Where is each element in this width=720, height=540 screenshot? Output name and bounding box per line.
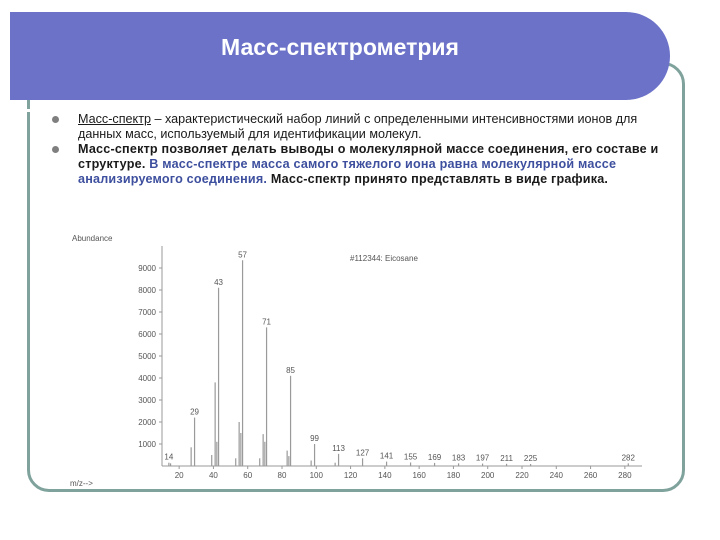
x-tick-label: 20 [175, 471, 184, 480]
y-tick-label: 3000 [138, 396, 156, 405]
peak-label: 127 [356, 448, 370, 457]
highlight-text: В масс-спектре масса самого тяжелого ион… [78, 157, 617, 186]
peak-label: 282 [622, 453, 636, 462]
y-tick-label: 1000 [138, 440, 156, 449]
bullet-conclusions: Масс-спектр позволяет делать выводы о мо… [52, 142, 672, 187]
peak-label: 113 [332, 444, 345, 453]
graph-note-text: Масс-спектр принято представлять в виде … [267, 172, 609, 186]
title-bar: Масс-спектрометрия [10, 12, 670, 112]
slide-title: Масс-спектрометрия [221, 34, 459, 60]
peak-label: 57 [238, 250, 247, 259]
term-mass-spectrum: Масс-спектр [78, 112, 151, 126]
peak-label: 71 [262, 317, 271, 326]
x-axis-label: m/z--> [70, 479, 93, 488]
chart-title: #112344: Eicosane [350, 254, 418, 263]
x-tick-label: 240 [550, 471, 564, 480]
y-tick-label: 6000 [138, 330, 156, 339]
x-tick-label: 260 [584, 471, 598, 480]
y-tick-label: 2000 [138, 418, 156, 427]
peak-label: 211 [500, 454, 513, 463]
y-tick-label: 9000 [138, 264, 156, 273]
x-tick-label: 220 [515, 471, 529, 480]
peak-label: 197 [476, 454, 490, 463]
x-tick-label: 140 [378, 471, 392, 480]
slide-frame [27, 62, 685, 492]
bullet-dot-icon [52, 146, 59, 153]
bullet-list: Масс-спектр – характеристический набор л… [52, 112, 672, 187]
peak-label: 155 [404, 452, 418, 461]
y-tick-label: 7000 [138, 308, 156, 317]
peak-label: 169 [428, 453, 442, 462]
x-tick-label: 40 [209, 471, 218, 480]
peak-label: 183 [452, 453, 466, 462]
peak-label: 141 [380, 452, 394, 461]
x-tick-label: 80 [278, 471, 287, 480]
y-tick-label: 8000 [138, 286, 156, 295]
x-tick-label: 120 [344, 471, 358, 480]
mass-spectrum-chart: Abundance #112344: Eicosane m/z--> 1000 2… [70, 234, 642, 488]
y-tick-label: 5000 [138, 352, 156, 361]
peak-label: 225 [524, 454, 538, 463]
bullet-dot-icon [52, 116, 59, 123]
x-tick-label: 160 [412, 471, 426, 480]
x-tick-label: 100 [310, 471, 324, 480]
definition-text: – характеристический набор линий с опред… [78, 112, 638, 141]
x-tick-label: 280 [618, 471, 632, 480]
peak-label: 29 [190, 408, 199, 417]
peak-label: 43 [214, 278, 223, 287]
x-tick-label: 180 [447, 471, 461, 480]
peak-label: 14 [164, 453, 173, 462]
y-axis-label: Abundance [72, 234, 113, 243]
peak-label: 99 [310, 434, 319, 443]
title-underline [20, 109, 648, 112]
x-tick-label: 200 [481, 471, 495, 480]
peak-label: 85 [286, 366, 295, 375]
bullet-definition: Масс-спектр – характеристический набор л… [52, 112, 672, 142]
conclusions-text: Масс-спектр позволяет делать выводы о мо… [78, 142, 659, 171]
y-tick-label: 4000 [138, 374, 156, 383]
x-tick-label: 60 [243, 471, 252, 480]
